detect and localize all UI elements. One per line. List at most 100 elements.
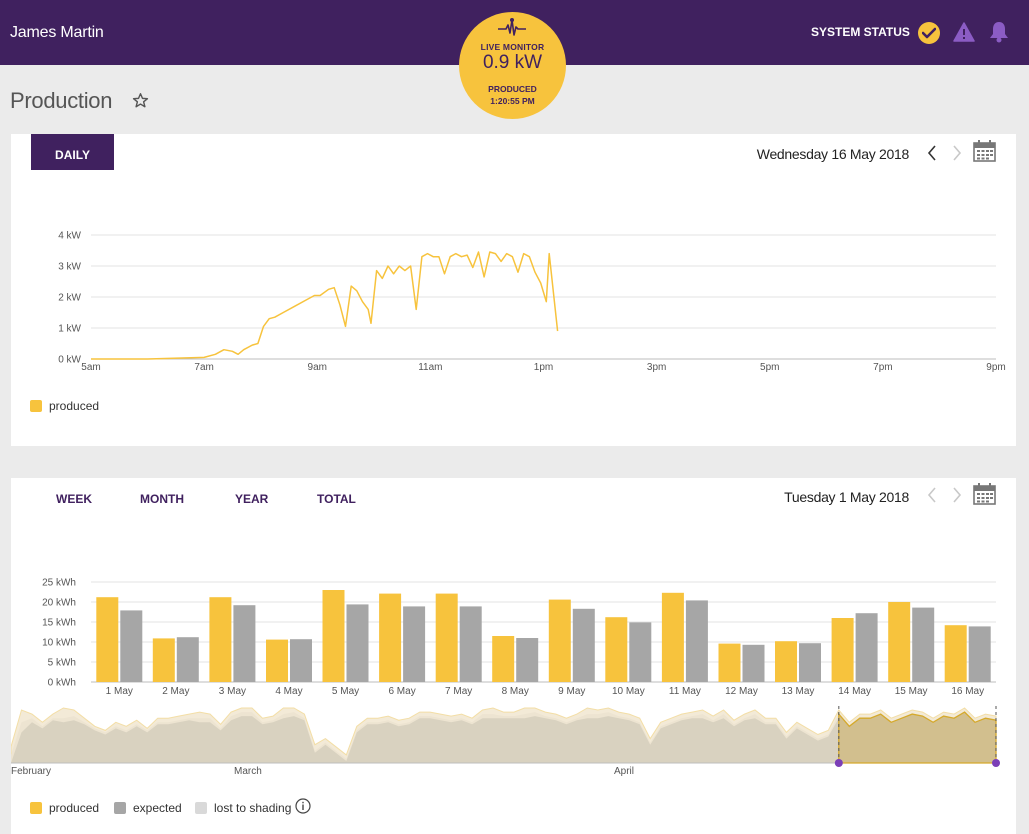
bar-expected xyxy=(290,639,312,682)
bar-expected xyxy=(459,606,482,682)
range-handle-right[interactable] xyxy=(992,759,1000,767)
y-tick-label: 2 kW xyxy=(58,293,81,304)
next-period-chevron-icon[interactable] xyxy=(952,487,962,503)
x-tick-label: 7pm xyxy=(873,362,892,373)
daily-production-card: DAILY Wednesday 16 May 2018 0 kW 1 kW 2 kW… xyxy=(11,134,1016,446)
x-tick-label: 16 May xyxy=(951,686,984,697)
period-production-card: WEEK MONTH YEAR TOTAL Tuesday 1 May 2018… xyxy=(11,478,1016,834)
y-tick-label: 0 kWh xyxy=(48,678,76,689)
info-icon[interactable] xyxy=(295,798,311,814)
x-tick-label: 9am xyxy=(308,362,327,373)
calendar-icon[interactable] xyxy=(973,482,996,505)
legend-label: lost to shading xyxy=(214,801,292,815)
x-tick-label: 7am xyxy=(194,362,213,373)
y-tick-label: 1 kW xyxy=(58,324,81,335)
x-tick-label: 11 May xyxy=(669,686,701,697)
y-tick-label: 25 kWh xyxy=(42,578,76,589)
x-tick-label: 2 May xyxy=(162,686,189,697)
tab-week[interactable]: WEEK xyxy=(56,492,92,506)
bar-expected xyxy=(516,638,539,682)
bar-expected xyxy=(742,644,765,682)
x-tick-label: 7 May xyxy=(445,686,472,697)
legend-swatch xyxy=(114,802,126,814)
bar-produced xyxy=(944,625,967,682)
x-tick-label: 1pm xyxy=(534,362,553,373)
x-tick-label: 5 May xyxy=(332,686,359,697)
x-tick-label: 10 May xyxy=(612,686,645,697)
bar-produced xyxy=(548,599,571,682)
x-tick-label: 9 May xyxy=(558,686,585,697)
next-day-chevron-icon[interactable] xyxy=(952,145,962,161)
bar-expected xyxy=(855,613,878,682)
bar-expected xyxy=(346,604,369,682)
legend-swatch xyxy=(30,400,42,412)
live-monitor-title: LIVE MONITOR xyxy=(480,42,545,52)
y-tick-label: 4 kW xyxy=(58,231,81,242)
bar-produced xyxy=(266,639,288,682)
bar-expected xyxy=(799,643,821,682)
bar-produced xyxy=(718,643,741,682)
warning-icon[interactable] xyxy=(953,22,975,47)
legend-label: expected xyxy=(133,801,182,815)
bar-produced xyxy=(379,593,402,682)
favorite-star-icon[interactable] xyxy=(132,92,149,109)
bar-produced xyxy=(435,593,458,682)
bar-expected xyxy=(233,605,256,682)
legend-label: produced xyxy=(49,801,100,815)
period-date-label[interactable]: Tuesday 1 May 2018 xyxy=(784,489,909,505)
x-tick-label: 15 May xyxy=(895,686,928,697)
bar-produced xyxy=(209,597,232,682)
x-tick-label: 6 May xyxy=(388,686,415,697)
legend-swatch xyxy=(30,802,42,814)
bar-produced xyxy=(661,592,684,682)
bar-produced xyxy=(322,590,345,682)
previous-period-chevron-icon[interactable] xyxy=(927,487,937,503)
x-tick-label: 4 May xyxy=(275,686,302,697)
calendar-icon[interactable] xyxy=(973,139,996,162)
legend-swatch xyxy=(195,802,207,814)
x-tick-label: 13 May xyxy=(782,686,815,697)
system-status-label[interactable]: SYSTEM STATUS xyxy=(811,25,910,39)
bar-produced xyxy=(152,638,175,682)
live-monitor-time: 1:20:55 PM xyxy=(490,96,535,106)
bar-produced xyxy=(492,636,515,682)
tab-month[interactable]: MONTH xyxy=(140,492,184,506)
bar-produced xyxy=(775,641,797,682)
tab-daily[interactable]: DAILY xyxy=(31,134,114,170)
y-tick-label: 20 kWh xyxy=(42,598,76,609)
overview-axis-label: February xyxy=(11,766,51,777)
bar-expected xyxy=(120,610,143,682)
overview-axis-label: March xyxy=(234,766,262,777)
tab-total[interactable]: TOTAL xyxy=(317,492,356,506)
daily-date-label[interactable]: Wednesday 16 May 2018 xyxy=(756,146,910,162)
status-ok-icon[interactable] xyxy=(918,22,940,44)
series-line-produced xyxy=(91,251,559,360)
x-tick-label: 8 May xyxy=(502,686,529,697)
bar-expected xyxy=(403,606,426,682)
previous-day-chevron-icon[interactable] xyxy=(927,145,937,161)
overview-range-area-chart[interactable]: February March April xyxy=(11,706,1016,786)
y-tick-label: 5 kWh xyxy=(48,658,76,669)
y-tick-label: 0 kW xyxy=(58,355,81,366)
user-name[interactable]: James Martin xyxy=(10,24,104,41)
y-tick-label: 15 kWh xyxy=(42,618,76,629)
notifications-bell-icon[interactable] xyxy=(989,21,1009,48)
y-tick-label: 3 kW xyxy=(58,262,81,273)
overview-axis-label: April xyxy=(614,766,634,777)
tab-year[interactable]: YEAR xyxy=(235,492,269,506)
x-tick-label: 9pm xyxy=(986,362,1005,373)
live-monitor-status: PRODUCED xyxy=(488,84,537,94)
live-monitor-value: 0.9 kW xyxy=(482,52,543,73)
bar-expected xyxy=(912,607,935,682)
x-tick-label: 5am xyxy=(81,362,100,373)
x-tick-label: 3 May xyxy=(219,686,246,697)
x-tick-label: 5pm xyxy=(760,362,779,373)
x-tick-label: 14 May xyxy=(838,686,871,697)
range-handle-left[interactable] xyxy=(834,759,843,767)
bar-expected xyxy=(572,608,595,682)
x-tick-label: 12 May xyxy=(725,686,758,697)
live-monitor-badge[interactable]: LIVE MONITOR 0.9 kW PRODUCED 1:20:55 PM xyxy=(459,12,566,119)
x-tick-label: 1 May xyxy=(106,686,133,697)
daily-energy-bar-chart: 0 kWh 5 kWh 10 kWh 15 kWh 20 kWh 25 kWh 1 May 2… xyxy=(42,578,996,697)
legend-label: produced xyxy=(49,399,100,413)
